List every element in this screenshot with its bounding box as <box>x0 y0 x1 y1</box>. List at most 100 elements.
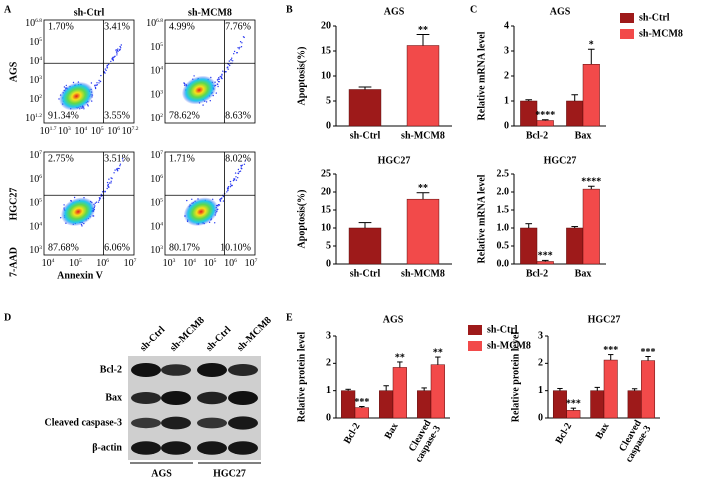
event-dot <box>243 163 246 165</box>
band <box>197 417 227 429</box>
event-dot <box>240 46 243 48</box>
blot-row-label: Cleaved caspase-3 <box>45 417 123 428</box>
event-dot <box>226 191 228 193</box>
event-dot <box>121 158 124 160</box>
event-dot <box>119 45 121 48</box>
bar <box>520 227 538 265</box>
event-dot <box>233 53 235 55</box>
bar <box>417 390 432 419</box>
tick-exponent: 4 <box>84 126 87 132</box>
event-dot <box>229 64 231 67</box>
tick-label: 101.7 <box>40 126 57 137</box>
y-tick-label: 1.5 <box>497 204 510 215</box>
tick-base: 10 <box>150 150 160 161</box>
y-tick-label: 10 <box>321 70 331 81</box>
significance-label: ** <box>395 352 405 363</box>
x-tick-label: sh-MCM8 <box>401 130 445 141</box>
tick-exponent: 5 <box>101 126 104 132</box>
x-tick-label: Bax <box>575 268 592 279</box>
event-dot <box>218 78 220 81</box>
y-tick-label: 0.0 <box>497 258 510 269</box>
event-dot <box>229 180 232 183</box>
bar <box>566 410 581 419</box>
tick-exponent: 5 <box>160 198 163 204</box>
tick-label: 107 <box>29 150 42 161</box>
y-tick-label: 3 <box>326 330 331 341</box>
y-tick-label: 2.0 <box>497 186 510 197</box>
event-dot <box>107 186 110 188</box>
legend-label: sh-Ctrl <box>639 12 670 23</box>
quadrant-percent: 1.70% <box>48 21 74 32</box>
tick-label: 102 <box>29 94 42 105</box>
significance-label: **** <box>535 110 555 121</box>
tick-label: 104 <box>74 126 87 137</box>
event-dot <box>97 201 100 203</box>
tick-exponent: 4 <box>52 258 55 264</box>
event-dot <box>227 187 230 189</box>
tick-label: 102 <box>150 113 163 124</box>
significance-label: ** <box>433 347 443 358</box>
bar <box>354 407 369 419</box>
tick-exponent: 5 <box>214 258 217 264</box>
event-dot <box>81 225 83 227</box>
x-tick-label: sh-Ctrl <box>350 130 381 141</box>
event-dot <box>110 180 112 182</box>
tick-base: 10 <box>150 245 160 256</box>
bar <box>566 227 584 265</box>
blot-row-label: β-actin <box>92 442 122 453</box>
bar <box>341 390 356 419</box>
tick-base: 10 <box>91 126 101 137</box>
event-dot <box>98 79 100 82</box>
quadrant-percent: 8.63% <box>225 110 251 121</box>
event-dot <box>87 105 89 107</box>
tick-label: 107 <box>150 150 163 161</box>
event-dot <box>229 186 232 188</box>
event-dot <box>63 204 65 206</box>
legend-swatch <box>620 29 634 39</box>
lane-label: sh-Ctrl <box>138 324 168 354</box>
quadrant-percent: 10.10% <box>220 242 251 253</box>
significance-label: *** <box>566 398 581 409</box>
y-tick-label: 5 <box>326 240 331 251</box>
y-tick-label: 5 <box>326 95 331 106</box>
event-dot <box>108 178 110 180</box>
band <box>131 392 161 404</box>
tick-exponent: 6 <box>39 174 42 180</box>
quadrant-percent: 2.75% <box>48 153 74 164</box>
tick-label: 104 <box>150 222 163 233</box>
bar <box>627 390 642 419</box>
event-dot <box>65 84 68 87</box>
event-dot <box>228 60 230 62</box>
event-dot <box>205 101 208 103</box>
panel-label: D <box>4 312 11 323</box>
event-dot <box>228 63 230 66</box>
quadrant-percent: 4.99% <box>169 21 195 32</box>
tick-base: 10 <box>245 258 255 269</box>
event-dot <box>96 84 99 86</box>
band <box>228 391 258 405</box>
y-tick-label: 2 <box>326 358 331 369</box>
significance-label: *** <box>538 251 553 262</box>
plot-frame <box>43 19 135 124</box>
tick-base: 10 <box>150 198 160 209</box>
event-dot <box>227 186 230 188</box>
tick-base: 10 <box>163 258 173 269</box>
y-tick-label: 0 <box>326 412 331 423</box>
tick-exponent: 7 <box>39 150 42 156</box>
x-tick-label: sh-Ctrl <box>350 268 381 279</box>
event-dot <box>222 200 225 202</box>
tick-label: 104 <box>29 222 42 233</box>
quadrant-percent: 3.55% <box>104 110 130 121</box>
density-core <box>183 197 219 227</box>
event-dot <box>226 67 228 69</box>
tick-label: 106 <box>224 258 237 269</box>
event-dot <box>209 100 211 102</box>
y-tick-label: 0 <box>538 412 543 423</box>
event-dot <box>111 57 113 60</box>
legend-swatch <box>468 325 482 335</box>
legend-swatch <box>468 341 482 351</box>
tick-base: 10 <box>29 198 39 209</box>
tick-base: 10 <box>146 18 156 29</box>
tick-base: 10 <box>74 126 84 137</box>
y-tick-label: 20 <box>321 186 331 197</box>
